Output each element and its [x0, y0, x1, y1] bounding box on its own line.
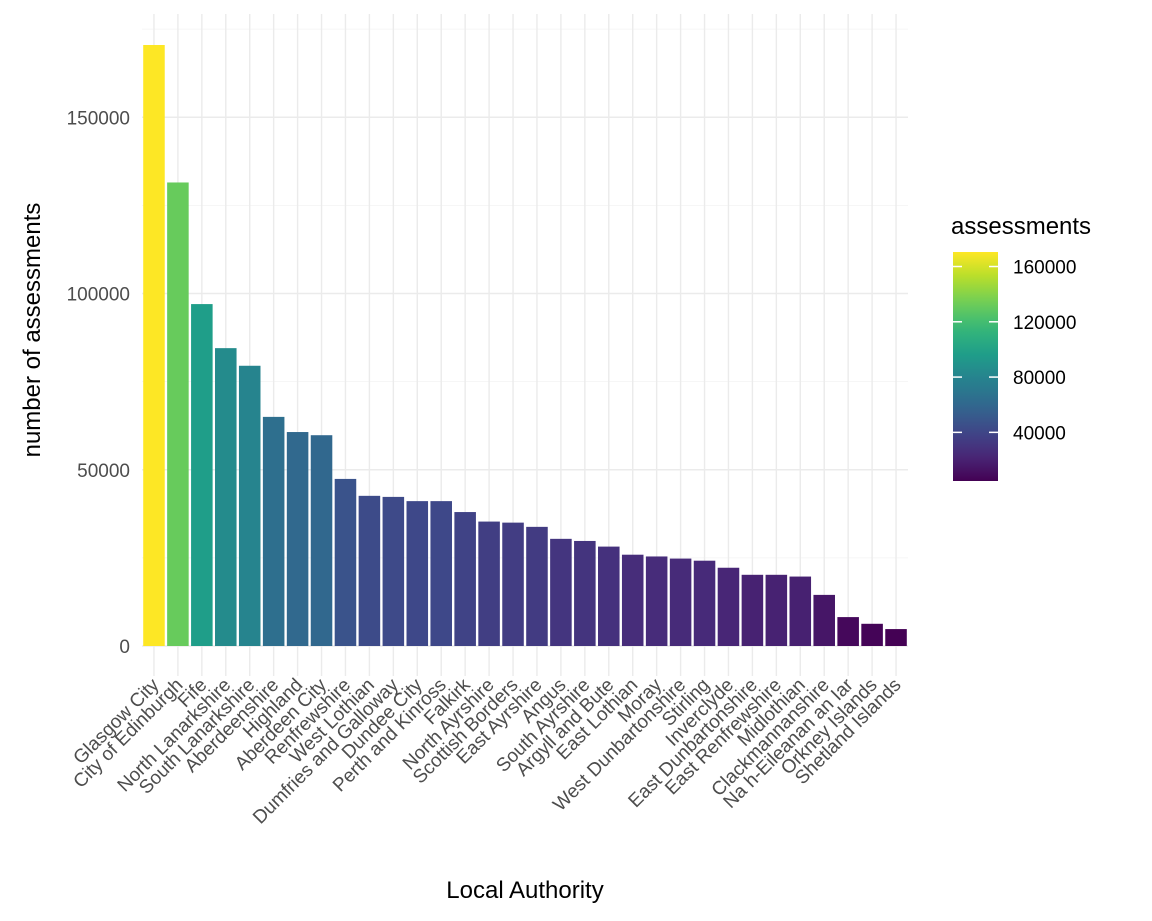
- y-axis-title: number of assessments: [19, 203, 46, 458]
- y-axis: 0 50000 100000 150000: [67, 108, 130, 658]
- bar-midlothian: [789, 576, 812, 646]
- y-tick-label: 100000: [67, 285, 130, 306]
- bar-shetland-islands: [885, 629, 907, 646]
- bar-north-ayrshire: [478, 521, 500, 646]
- bar-north-lanarkshire: [215, 348, 237, 646]
- bar-east-ayrshire: [526, 526, 548, 646]
- x-axis-title: Local Authority: [446, 877, 603, 904]
- bar-aberdeenshire: [262, 416, 285, 646]
- bar-south-ayrshire: [574, 540, 596, 646]
- bar-inverclyde: [717, 567, 740, 646]
- bar-south-lanarkshire: [238, 365, 261, 646]
- bar-highland: [286, 432, 309, 646]
- legend-tick-label: 40000: [1013, 423, 1066, 444]
- bar-angus: [550, 538, 572, 646]
- bar-na-h-eileanan-an-iar: [837, 617, 859, 646]
- y-tick-label: 150000: [67, 108, 130, 129]
- bar-orkney-islands: [861, 623, 883, 646]
- legend-tick-label: 80000: [1013, 368, 1066, 389]
- bar-clackmannanshire: [813, 594, 835, 646]
- bar-city-of-edinburgh: [167, 182, 189, 646]
- legend-colorbar: [953, 252, 998, 481]
- legend-tick-label: 160000: [1013, 258, 1076, 279]
- bar-aberdeen-city: [310, 435, 333, 646]
- legend: assessments 40000 80000 120000 160000: [951, 213, 1091, 481]
- bar-argyll-and-bute: [598, 546, 620, 646]
- bar-dundee-city: [406, 501, 429, 646]
- bar-moray: [645, 556, 668, 646]
- legend-tick-label: 120000: [1013, 313, 1076, 334]
- y-tick-label: 50000: [77, 461, 130, 482]
- bar-glasgow-city: [143, 45, 165, 646]
- bar-falkirk: [454, 512, 476, 646]
- bar-renfrewshire: [334, 478, 357, 646]
- bar-fife: [191, 304, 213, 646]
- bar-scottish-borders: [502, 522, 524, 646]
- bar-east-lothian: [621, 554, 644, 646]
- bar-west-dunbartonshire: [669, 558, 692, 646]
- bar-east-dunbartonshire: [741, 574, 764, 646]
- bar-east-renfrewshire: [765, 574, 788, 646]
- bar-perth-and-kinross: [430, 501, 452, 646]
- bars: [143, 45, 907, 646]
- bar-stirling: [693, 560, 716, 646]
- y-tick-label: 0: [119, 637, 130, 658]
- bar-west-lothian: [358, 495, 381, 646]
- legend-title: assessments: [951, 213, 1091, 240]
- bar-dumfries-and-galloway: [382, 496, 405, 646]
